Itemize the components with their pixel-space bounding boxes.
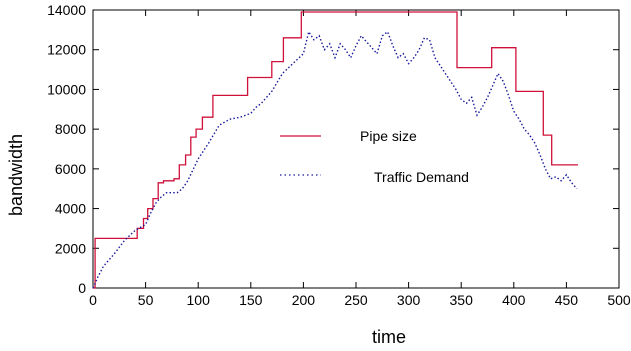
x-tick-label: 300 (397, 292, 421, 308)
x-tick-label: 400 (502, 292, 526, 308)
x-tick-label: 0 (89, 292, 97, 308)
x-tick-label: 450 (555, 292, 579, 308)
y-tick-label: 8000 (55, 121, 86, 137)
y-axis-ticks: 0 2000 4000 6000 8000 10000 12000 14000 (47, 2, 619, 296)
y-tick-label: 6000 (55, 161, 86, 177)
y-tick-label: 2000 (55, 240, 86, 256)
x-tick-label: 100 (187, 292, 211, 308)
x-tick-label: 200 (292, 292, 316, 308)
x-tick-label: 150 (239, 292, 263, 308)
x-tick-label: 350 (450, 292, 474, 308)
legend-label-pipe-size: Pipe size (360, 128, 417, 144)
y-tick-label: 10000 (47, 81, 86, 97)
x-tick-label: 50 (138, 292, 154, 308)
series-line-traffic-demand (92, 30, 578, 289)
series-layer (92, 11, 578, 289)
x-tick-label: 250 (344, 292, 368, 308)
y-tick-label: 0 (78, 280, 86, 296)
x-tick-label: 500 (607, 292, 631, 308)
legend-label-traffic-demand: Traffic Demand (374, 169, 469, 185)
y-tick-label: 4000 (55, 201, 86, 217)
x-axis-title: time (372, 327, 406, 347)
y-axis-title: bandwidth (6, 134, 26, 216)
y-tick-label: 14000 (47, 2, 86, 18)
y-tick-label: 12000 (47, 42, 86, 58)
x-axis-ticks: 0 50 100 150 200 250 300 350 400 450 500 (89, 10, 631, 308)
series-line-pipe-size (93, 11, 578, 289)
legend: Pipe size Traffic Demand (280, 128, 469, 185)
plot-frame (92, 9, 620, 289)
